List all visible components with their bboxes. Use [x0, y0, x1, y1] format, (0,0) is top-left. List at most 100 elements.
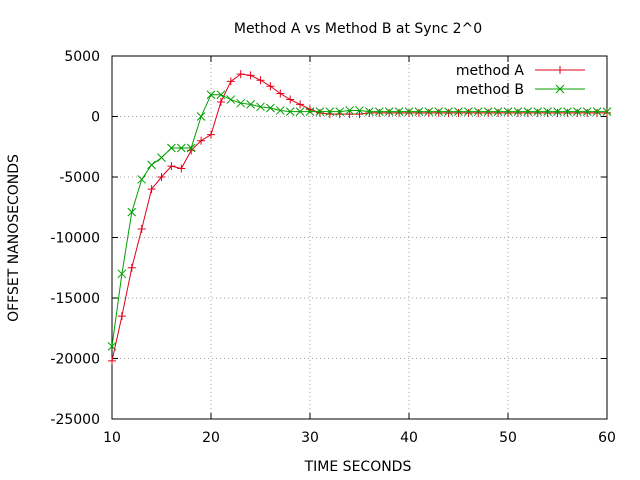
- x-tick-label: 20: [202, 430, 220, 446]
- x-tick-label: 40: [400, 430, 418, 446]
- data-point: [483, 107, 493, 117]
- y-tick-label: -25000: [50, 412, 100, 428]
- data-point: [503, 107, 513, 117]
- data-point: [424, 107, 434, 117]
- data-point: [474, 108, 483, 117]
- x-tick-label: 30: [301, 430, 319, 446]
- data-point: [108, 356, 116, 365]
- data-point: [454, 107, 463, 117]
- data-point: [167, 162, 176, 171]
- data-point: [147, 185, 156, 194]
- data-point: [206, 90, 216, 100]
- data-point: [592, 107, 602, 117]
- data-point: [246, 71, 255, 80]
- data-point: [157, 173, 166, 181]
- data-point: [494, 108, 503, 117]
- data-point: [325, 107, 335, 117]
- data-point: [404, 107, 414, 117]
- data-point: [473, 107, 483, 117]
- series-method-b: [107, 90, 612, 351]
- data-point: [533, 108, 542, 117]
- data-point: [345, 106, 354, 115]
- y-tick-label: 0: [91, 110, 100, 126]
- data-point: [335, 107, 345, 117]
- data-point: [444, 107, 453, 117]
- data-point: [543, 107, 552, 117]
- data-point: [236, 98, 246, 108]
- data-point: [583, 108, 592, 117]
- x-axis-label: TIME SECONDS: [304, 459, 412, 475]
- data-point: [464, 107, 473, 117]
- data-point: [603, 108, 611, 117]
- data-point: [444, 108, 453, 117]
- data-point: [117, 269, 127, 279]
- data-point: [434, 107, 444, 117]
- data-point: [395, 108, 404, 117]
- data-point: [484, 108, 493, 117]
- data-point: [285, 107, 295, 117]
- data-point: [513, 108, 522, 117]
- data-point: [286, 95, 295, 104]
- data-point: [177, 164, 186, 173]
- data-point: [296, 100, 305, 109]
- legend: method A method B: [456, 63, 585, 98]
- data-point: [137, 175, 147, 184]
- data-point: [157, 153, 166, 162]
- data-point: [555, 84, 565, 94]
- data-point: [582, 107, 592, 117]
- legend-entry: method A: [456, 63, 585, 79]
- data-point: [167, 143, 176, 153]
- legend-label: method B: [456, 82, 524, 98]
- data-point: [385, 108, 394, 117]
- data-point: [186, 143, 196, 153]
- data-point: [454, 108, 463, 117]
- y-tick-label: -5000: [59, 170, 100, 186]
- data-point: [107, 342, 117, 351]
- data-point: [563, 108, 572, 117]
- data-point: [533, 107, 543, 117]
- data-point: [256, 102, 265, 112]
- data-point: [176, 143, 186, 153]
- data-point: [523, 107, 533, 117]
- y-axis-label: OFFSET NANOSECONDS: [6, 154, 22, 322]
- data-point: [266, 103, 275, 113]
- data-point: [127, 207, 137, 217]
- data-point: [256, 76, 265, 85]
- data-point: [305, 107, 315, 117]
- data-point: [572, 107, 582, 117]
- data-point: [414, 107, 424, 117]
- data-point: [464, 108, 473, 117]
- axis-ticks: 10 20 30 40 50 60 -25000 -20000 -15000 -10000 -500…: [50, 49, 616, 446]
- data-point: [315, 107, 325, 117]
- data-point: [266, 82, 275, 91]
- data-point: [523, 108, 532, 117]
- legend-label: method A: [456, 63, 525, 79]
- data-point: [513, 107, 523, 117]
- data-point: [573, 108, 582, 117]
- data-point: [216, 90, 226, 100]
- data-point: [315, 108, 324, 117]
- data-point: [355, 106, 364, 115]
- legend-entry: method B: [456, 82, 585, 98]
- data-point: [556, 66, 564, 74]
- y-tick-label: -15000: [50, 291, 100, 307]
- data-point: [553, 107, 562, 117]
- data-point: [236, 70, 245, 79]
- series-method-a: [108, 70, 611, 365]
- data-point: [275, 106, 285, 115]
- x-tick-label: 10: [103, 430, 121, 446]
- y-tick-label: -10000: [50, 231, 100, 247]
- series-line: [111, 94, 607, 347]
- data-point: [226, 95, 236, 104]
- series-layer: [107, 70, 612, 365]
- data-point: [246, 100, 255, 109]
- data-point: [345, 110, 354, 119]
- data-point: [196, 112, 206, 121]
- data-point: [226, 77, 235, 86]
- data-point: [414, 108, 423, 117]
- x-tick-label: 60: [598, 430, 616, 446]
- data-point: [504, 108, 512, 117]
- data-point: [365, 108, 374, 117]
- data-point: [405, 108, 413, 117]
- data-point: [197, 136, 206, 145]
